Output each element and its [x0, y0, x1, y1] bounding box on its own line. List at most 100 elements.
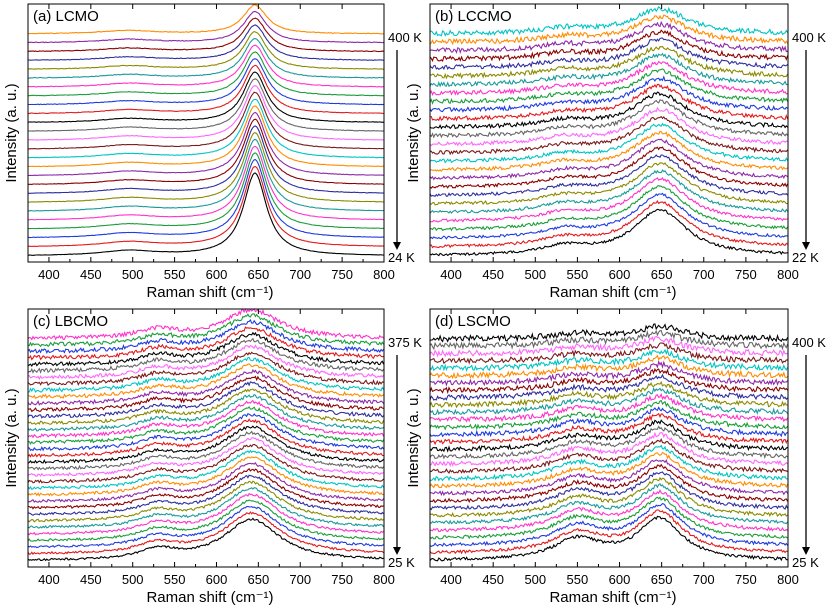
series-line	[27, 172, 384, 256]
series-line	[27, 393, 384, 432]
x-tick-label: 750	[331, 267, 353, 282]
series-line	[429, 146, 789, 189]
x-tick-label: 400	[38, 572, 60, 587]
series-line	[27, 337, 385, 374]
panel-lbcmo: 400 450 500 550 600 650 700 750 800 Raman shift (…	[3, 307, 422, 605]
series-line	[27, 64, 384, 115]
temperature-low-label: 24 K	[388, 250, 415, 265]
temperature-arrow-head	[393, 547, 401, 555]
series-line	[27, 449, 385, 490]
x-tick-label: 500	[122, 572, 144, 587]
temperature-arrow-head	[802, 242, 810, 250]
x-tick-label: 500	[524, 572, 546, 587]
series-line	[429, 502, 789, 548]
x-tick-label: 550	[164, 572, 186, 587]
y-axis-label: Intensity (a. u.)	[3, 83, 20, 182]
plot-frame	[429, 3, 789, 263]
series-line	[27, 118, 384, 185]
series-line	[429, 509, 788, 555]
series-line	[27, 381, 384, 419]
temperature-low-label: 25 K	[388, 555, 415, 570]
series-line	[27, 517, 384, 562]
series-line	[429, 52, 788, 88]
series-line	[429, 406, 788, 438]
series-line	[27, 405, 385, 445]
series-line	[27, 71, 384, 123]
series-line	[429, 463, 789, 504]
series-line	[28, 159, 384, 239]
temperature-high-label: 400 K	[792, 335, 826, 350]
series-line	[27, 4, 384, 35]
series-line	[429, 354, 788, 380]
x-tick-label: 600	[609, 572, 631, 587]
series-line	[429, 444, 788, 482]
series-line	[429, 515, 788, 562]
series-line	[429, 399, 789, 431]
temperature-high-label: 375 K	[388, 335, 422, 350]
temperature-arrow-head	[802, 547, 810, 555]
series-line	[27, 38, 384, 79]
series-line	[27, 78, 384, 132]
series-line	[429, 425, 788, 460]
x-tick-label: 800	[373, 267, 395, 282]
series-line	[27, 307, 384, 341]
series-line	[27, 505, 384, 549]
series-line	[429, 451, 789, 489]
series-line	[429, 392, 789, 423]
series-line	[27, 44, 384, 88]
x-axis-label: Raman shift (cm⁻¹)	[146, 589, 273, 605]
series-line	[27, 356, 385, 393]
series-line	[429, 419, 788, 453]
x-tick-label: 650	[651, 572, 673, 587]
series-line	[430, 45, 789, 80]
series-line	[27, 85, 384, 141]
temperature-low-label: 25 K	[792, 555, 819, 570]
series-line	[27, 499, 384, 542]
series-line	[429, 489, 788, 533]
series-line	[429, 483, 789, 525]
x-tick-label: 400	[38, 267, 60, 282]
series-line	[429, 335, 788, 358]
series-line	[429, 75, 788, 113]
series-line	[429, 99, 788, 139]
series-line	[27, 474, 384, 516]
series-line	[429, 20, 788, 55]
series-line	[28, 58, 384, 106]
series-line	[28, 138, 384, 212]
x-tick-label: 550	[164, 267, 186, 282]
y-axis-label: Intensity (a. u.)	[405, 83, 422, 182]
temperature-low-label: 22 K	[792, 250, 819, 265]
series-line	[429, 169, 789, 214]
plot-frame	[429, 308, 789, 568]
series-line	[27, 145, 384, 221]
x-tick-label: 600	[206, 572, 228, 587]
series-line	[27, 467, 384, 510]
series-line	[27, 480, 384, 523]
series-line	[27, 487, 385, 529]
series-line	[27, 313, 385, 348]
x-axis-label: Raman shift (cm⁻¹)	[549, 589, 676, 605]
series-line	[429, 154, 789, 197]
x-tick-label: 800	[777, 267, 799, 282]
x-tick-label: 400	[440, 267, 462, 282]
y-axis-label: Intensity (a. u.)	[3, 388, 20, 487]
x-tick-label: 700	[289, 267, 311, 282]
x-tick-label: 800	[373, 572, 395, 587]
x-tick-label: 550	[567, 572, 589, 587]
series-line	[429, 208, 788, 257]
y-axis-label: Intensity (a. u.)	[405, 388, 422, 487]
x-tick-label: 400	[440, 572, 462, 587]
x-tick-label: 650	[248, 572, 270, 587]
panel-lscmo: 400 450 500 550 600 650 700 750 800 Raman shift (…	[405, 308, 826, 605]
traces	[429, 6, 789, 257]
series-line	[429, 184, 789, 232]
series-line	[27, 375, 384, 413]
series-line	[429, 131, 788, 172]
series-line	[429, 37, 788, 71]
series-line	[429, 437, 788, 475]
x-tick-label: 450	[482, 572, 504, 587]
series-line	[27, 10, 384, 44]
x-tick-label: 600	[206, 267, 228, 282]
temperature-arrow-head	[393, 242, 401, 250]
